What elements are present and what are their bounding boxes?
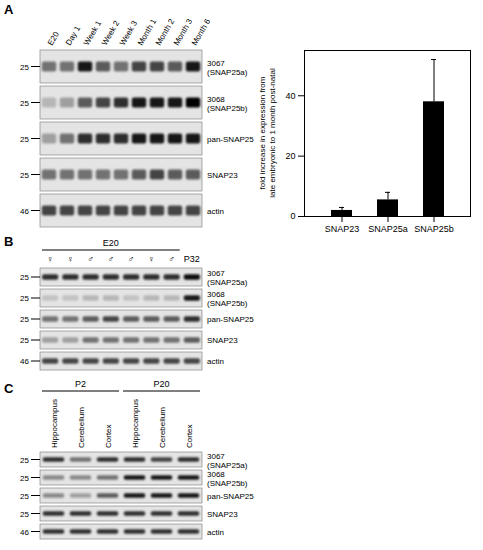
svg-text:25: 25 [20,474,29,483]
svg-text:25: 25 [20,294,29,303]
svg-text:actin: actin [207,207,224,216]
svg-text:E20: E20 [103,238,119,248]
svg-text:Cerebellum: Cerebellum [158,407,167,448]
svg-text:(SNAP25b): (SNAP25b) [207,299,248,308]
svg-text:3067: 3067 [207,452,225,461]
svg-text:♀: ♀ [47,254,54,264]
svg-text:actin: actin [207,357,224,366]
svg-text:25: 25 [20,63,29,72]
svg-text:♂: ♂ [128,254,135,264]
svg-text:P32: P32 [184,254,200,264]
svg-text:Week 3: Week 3 [117,19,140,47]
svg-text:3068: 3068 [207,95,225,104]
svg-text:pan-SNAP25: pan-SNAP25 [207,315,254,324]
svg-text:♂: ♂ [87,254,94,264]
svg-text:25: 25 [20,336,29,345]
svg-text:♂: ♂ [168,254,175,264]
svg-text:Week 2: Week 2 [99,19,122,47]
svg-text:25: 25 [20,510,29,519]
svg-text:SNAP23: SNAP23 [207,510,238,519]
svg-text:3067: 3067 [207,269,225,278]
svg-text:SNAP23: SNAP23 [325,224,360,234]
svg-text:0: 0 [290,211,295,221]
svg-text:pan-SNAP25: pan-SNAP25 [207,135,254,144]
svg-text:25: 25 [20,171,29,180]
svg-text:Hippocampus: Hippocampus [131,399,140,448]
svg-text:(SNAP25a): (SNAP25a) [207,68,248,77]
svg-text:pan-SNAP25: pan-SNAP25 [207,492,254,501]
svg-text:25: 25 [20,492,29,501]
svg-text:late embryonic to 1 month post: late embryonic to 1 month post-natal [268,68,277,198]
svg-text:SNAP23: SNAP23 [207,171,238,180]
svg-text:(SNAP25b): (SNAP25b) [207,104,248,113]
svg-text:fold increase in expression fr: fold increase in expression from [258,76,267,189]
svg-text:Hippocampus: Hippocampus [50,399,59,448]
svg-text:25: 25 [20,456,29,465]
svg-text:Cortex: Cortex [104,424,113,448]
svg-text:Cortex: Cortex [185,424,194,448]
svg-text:E20: E20 [46,30,61,47]
svg-text:20: 20 [285,151,295,161]
svg-text:25: 25 [20,99,29,108]
svg-text:Cerebellum: Cerebellum [77,407,86,448]
svg-text:Month 1: Month 1 [135,17,159,47]
svg-text:(SNAP25b): (SNAP25b) [207,479,248,488]
svg-text:(SNAP25a): (SNAP25a) [207,278,248,287]
svg-text:♀: ♀ [67,254,74,264]
svg-text:♀: ♀ [148,254,155,264]
svg-text:SNAP25a: SNAP25a [368,224,408,234]
svg-text:Month 2: Month 2 [153,17,177,47]
svg-text:46: 46 [20,357,29,366]
svg-text:3068: 3068 [207,470,225,479]
svg-text:46: 46 [20,528,29,537]
svg-text:SNAP25b: SNAP25b [414,224,454,234]
svg-text:(SNAP25a): (SNAP25a) [207,461,248,470]
svg-text:SNAP23: SNAP23 [207,336,238,345]
svg-text:25: 25 [20,135,29,144]
svg-text:25: 25 [20,273,29,282]
svg-text:♂: ♂ [108,254,115,264]
svg-text:P2: P2 [75,379,86,389]
svg-text:P20: P20 [153,379,169,389]
svg-text:3068: 3068 [207,290,225,299]
svg-text:actin: actin [207,528,224,537]
svg-text:40: 40 [285,91,295,101]
svg-text:A: A [4,2,14,17]
svg-text:Month 3: Month 3 [171,17,195,47]
svg-text:Day 1: Day 1 [64,24,83,47]
svg-text:25: 25 [20,315,29,324]
svg-text:C: C [4,381,14,396]
svg-text:46: 46 [20,207,29,216]
svg-text:Month 6: Month 6 [190,17,213,47]
svg-text:B: B [4,234,13,249]
svg-text:Week 1: Week 1 [81,19,104,47]
svg-text:3067: 3067 [207,59,225,68]
